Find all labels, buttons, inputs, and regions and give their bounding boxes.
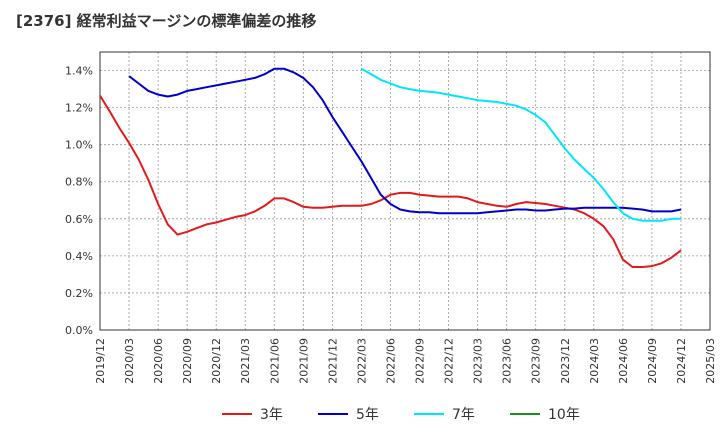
series-line-1 bbox=[99, 95, 682, 268]
x-tick-label: 2021/09 bbox=[297, 338, 310, 384]
x-tick-label: 2021/06 bbox=[268, 338, 281, 384]
plot-area-border bbox=[99, 51, 711, 331]
x-tick-label: 2021/12 bbox=[326, 338, 339, 384]
x-tick-label: 2019/12 bbox=[94, 338, 107, 384]
x-tick-label: 2023/09 bbox=[530, 338, 543, 384]
x-tick-label: 2020/12 bbox=[210, 338, 223, 384]
y-axis-ticks: 0.0% 0.2% 0.4% 0.6% 0.8% 1.0% 1.2% 1.4% bbox=[65, 65, 93, 337]
x-tick-label: 2022/12 bbox=[443, 338, 456, 384]
x-tick-label: 2020/06 bbox=[152, 338, 165, 384]
legend-label-2: 5年 bbox=[356, 407, 379, 423]
x-tick-label: 2020/03 bbox=[123, 338, 136, 384]
x-tick-label: 2021/03 bbox=[239, 338, 252, 384]
y-tick-label: 0.8% bbox=[65, 176, 93, 189]
x-tick-label: 2023/12 bbox=[559, 338, 572, 384]
x-tick-label: 2024/09 bbox=[646, 338, 659, 384]
y-tick-label: 0.2% bbox=[65, 287, 93, 300]
x-tick-label: 2024/06 bbox=[617, 338, 630, 384]
legend-label-4: 10年 bbox=[548, 407, 580, 423]
y-tick-label: 1.2% bbox=[65, 102, 93, 115]
x-tick-label: 2022/06 bbox=[384, 338, 397, 384]
x-tick-label: 2022/09 bbox=[414, 338, 427, 384]
y-tick-label: 1.4% bbox=[65, 65, 93, 78]
legend-label-3: 7年 bbox=[452, 407, 475, 423]
x-tick-label: 2025/03 bbox=[704, 338, 717, 384]
x-tick-label: 2024/03 bbox=[588, 338, 601, 384]
x-axis-ticks: 2019/12 2020/03 2020/06 2020/09 2020/12 2021/… bbox=[94, 338, 717, 384]
series-lines bbox=[99, 67, 682, 268]
y-tick-label: 0.0% bbox=[65, 324, 93, 337]
y-tick-label: 0.6% bbox=[65, 213, 93, 226]
legend-label-1: 3年 bbox=[260, 407, 283, 423]
x-tick-label: 2023/03 bbox=[472, 338, 485, 384]
legend: 3年 5年 7年 10年 bbox=[222, 407, 580, 423]
series-line-3 bbox=[360, 67, 681, 222]
x-tick-label: 2022/03 bbox=[355, 338, 368, 384]
x-tick-label: 2020/09 bbox=[181, 338, 194, 384]
y-tick-label: 0.4% bbox=[65, 250, 93, 263]
x-tick-label: 2024/12 bbox=[675, 338, 688, 384]
chart-title: [2376] 経常利益マージンの標準偏差の推移 bbox=[16, 12, 317, 30]
grid-lines bbox=[99, 52, 711, 331]
y-tick-label: 1.0% bbox=[65, 139, 93, 152]
plot-frame bbox=[99, 51, 711, 331]
series-line-2 bbox=[128, 67, 682, 215]
x-tick-label: 2023/06 bbox=[501, 338, 514, 384]
